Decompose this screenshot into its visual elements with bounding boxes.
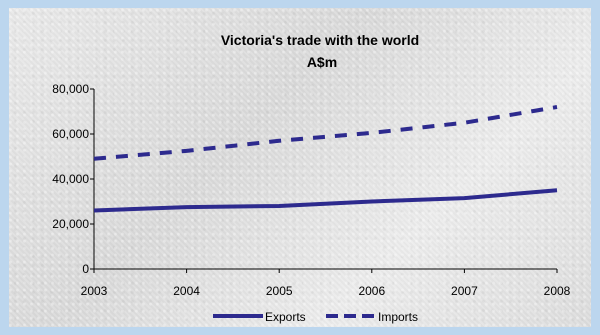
y-tick-label: 0 <box>82 262 89 276</box>
chart-panel <box>9 8 591 327</box>
x-tick-label: 2004 <box>173 284 200 298</box>
series-layer <box>93 105 558 213</box>
legend: Exports Imports <box>213 310 418 324</box>
y-tick-label: 80,000 <box>52 82 89 96</box>
series-line-imports <box>93 105 558 161</box>
x-tick-label: 2003 <box>81 284 108 298</box>
chart-title: Victoria's trade with the world <box>221 32 419 48</box>
y-tick-label: 40,000 <box>52 172 89 186</box>
x-tick-label: 2007 <box>451 284 478 298</box>
chart-subtitle: A$m <box>307 54 337 70</box>
y-axis-ticks: 0 20,000 40,000 60,000 80,000 <box>52 82 94 276</box>
legend-imports-label: Imports <box>378 310 418 324</box>
x-tick-label: 2008 <box>544 284 571 298</box>
series-line-exports <box>93 188 558 213</box>
x-tick-label: 2006 <box>358 284 385 298</box>
legend-exports-label: Exports <box>265 310 306 324</box>
y-tick-label: 20,000 <box>52 217 89 231</box>
x-tick-label: 2005 <box>266 284 293 298</box>
x-axis-ticks: 2003 2004 2005 2006 2007 2008 <box>81 269 571 298</box>
y-tick-label: 60,000 <box>52 127 89 141</box>
